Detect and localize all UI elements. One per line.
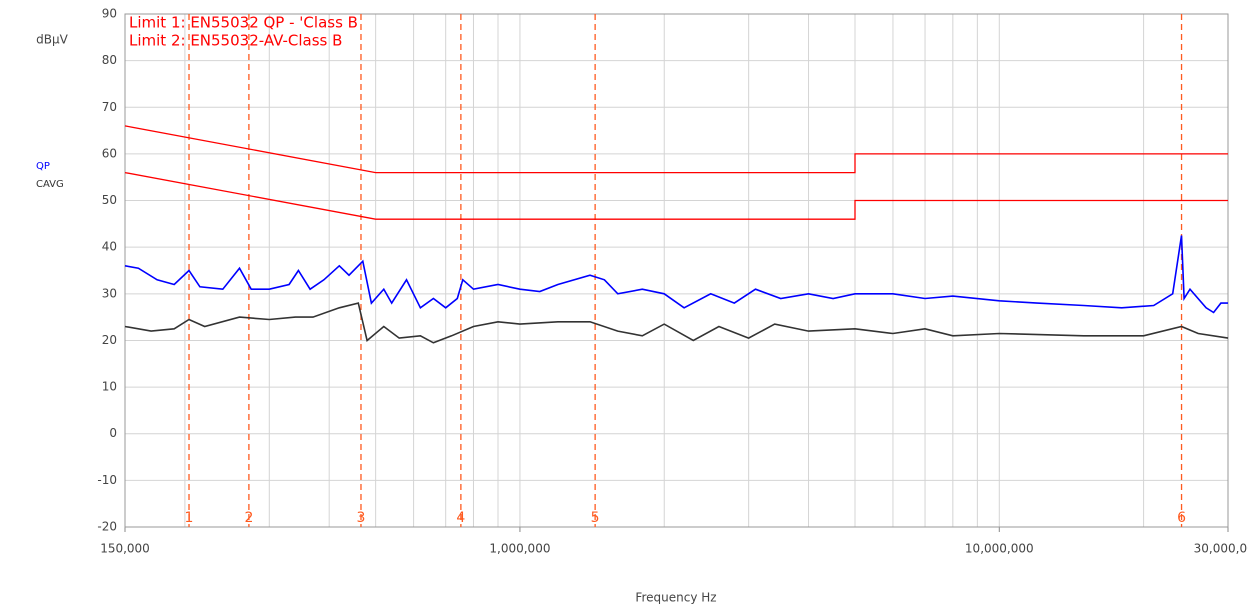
marker-label: 4	[456, 510, 465, 526]
y-tick-label: 90	[102, 7, 117, 21]
marker-label: 1	[185, 510, 194, 526]
legend-label: Limit 1: EN55032 QP - 'Class B	[129, 14, 358, 32]
series-line	[124, 171, 1228, 220]
series-line	[124, 302, 1229, 344]
marker-label: 2	[244, 510, 253, 526]
y-tick-label: 30	[102, 286, 117, 300]
series-line	[124, 125, 1228, 174]
x-tick-label: 30,000,000	[1194, 542, 1248, 556]
plot-frame	[124, 13, 1229, 528]
legend-label: Limit 2: EN55032-AV-Class B	[129, 32, 342, 50]
y-tick-label: 70	[102, 100, 117, 114]
marker-label: 5	[591, 510, 600, 526]
y-tick-label: 60	[102, 146, 117, 160]
y-tick-label: 0	[109, 426, 117, 440]
marker-label: 3	[357, 510, 366, 526]
y-tick-label: 10	[102, 380, 117, 394]
y-tick-label: -20	[97, 520, 117, 534]
x-tick-label: 10,000,000	[965, 542, 1034, 556]
y-tick-label: -10	[97, 473, 117, 487]
x-tick-label: 1,000,000	[489, 542, 550, 556]
legend-label: CAVG	[36, 179, 64, 190]
x-axis-label: Frequency Hz	[635, 591, 716, 605]
marker-label: 6	[1177, 510, 1186, 526]
x-tick-label: 150,000	[100, 542, 150, 556]
series-line	[124, 235, 1228, 314]
y-tick-label: 20	[102, 333, 117, 347]
y-tick-label: 40	[102, 240, 117, 254]
legend-label: QP	[36, 161, 50, 172]
y-axis-label: dBµV	[36, 33, 68, 47]
y-tick-label: 50	[102, 193, 117, 207]
y-tick-label: 80	[102, 53, 117, 67]
